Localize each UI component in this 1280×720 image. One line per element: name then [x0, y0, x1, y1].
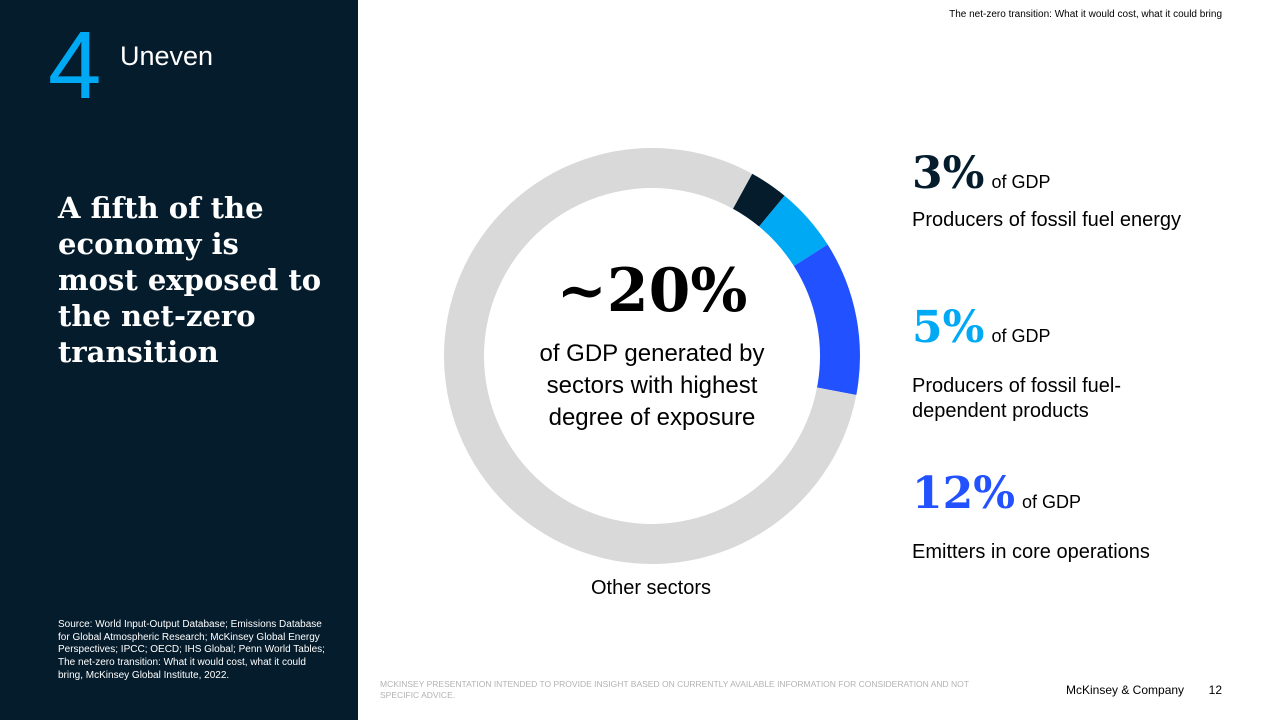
other-sectors-label: Other sectors	[590, 577, 712, 599]
center-description: of GDP generated by sectors with highest…	[539, 340, 765, 431]
stat-emitters: 12% of GDP Emitters in core operations	[912, 468, 1212, 565]
section-number: 4	[48, 12, 102, 119]
section-label: Uneven	[120, 41, 214, 71]
source-note: Source: World Input-Output Database; Emi…	[58, 619, 325, 681]
donut-slice-3	[793, 244, 860, 395]
stat-description: Producers of fossil fuel energy	[912, 209, 1182, 231]
stat-value: 5%	[912, 302, 985, 353]
stat-value: 3%	[912, 148, 985, 199]
stat-description: Emitters in core operations	[912, 541, 1150, 563]
page-number: 12	[1208, 683, 1222, 697]
stat-description: Producers of fossil fuel-dependent produ…	[912, 375, 1121, 422]
stat-unit: of GDP	[991, 326, 1051, 346]
brand-name: McKinsey & Company	[1066, 683, 1185, 697]
stat-fossil-products: 5% of GDP Producers of fossil fuel-depen…	[912, 302, 1212, 424]
donut-slice-2	[759, 195, 828, 266]
donut-chart	[444, 148, 860, 564]
center-value: ~20%	[556, 256, 748, 326]
stat-fossil-energy: 3% of GDP Producers of fossil fuel energ…	[912, 148, 1212, 233]
document-title: The net-zero transition: What it would c…	[949, 9, 1222, 20]
sidebar-panel: 4 Uneven A fifth of the economy is most …	[0, 0, 358, 720]
stat-unit: of GDP	[1022, 492, 1082, 512]
donut-slice-1	[732, 173, 785, 227]
disclaimer: MCKINSEY PRESENTATION INTENDED TO PROVID…	[380, 679, 969, 700]
stat-unit: of GDP	[991, 172, 1051, 192]
donut-slices	[444, 148, 860, 564]
slide-headline: A fifth of the economy is most exposed t…	[58, 191, 322, 369]
stat-value: 12%	[912, 468, 1016, 519]
